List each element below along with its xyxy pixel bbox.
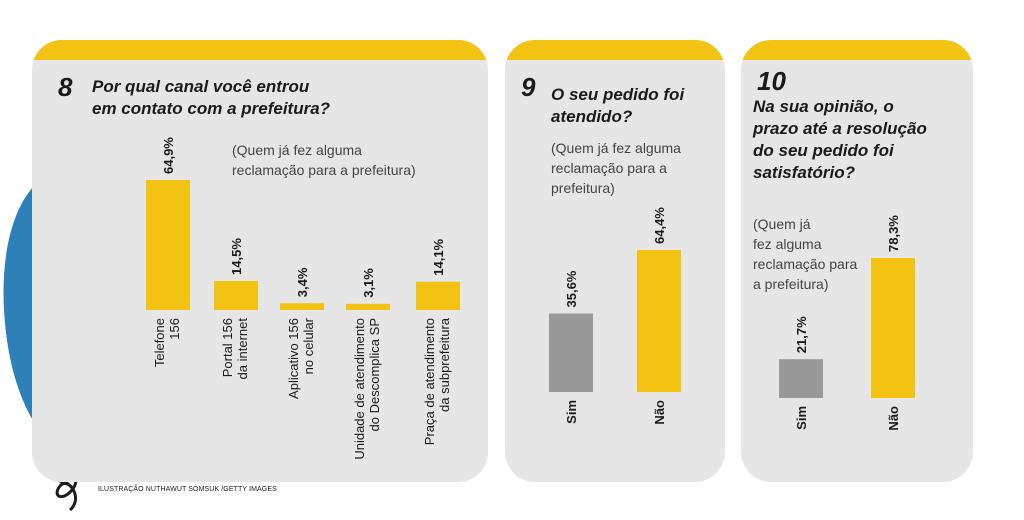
category-label: Telefone156	[152, 318, 182, 367]
chart-title: Por qual canal você entrou em contato co…	[92, 76, 330, 120]
title-line: prazo até a resolução	[753, 119, 927, 138]
chart-note: (Quem já fez alguma reclamação para a pr…	[753, 214, 857, 294]
category-label: Não	[652, 400, 667, 425]
bar	[416, 281, 460, 310]
bar	[146, 180, 190, 310]
note-line: fez alguma	[753, 236, 822, 252]
note-line: (Quem já	[753, 216, 811, 232]
panel-accent-bar	[32, 40, 488, 60]
title-line: do seu pedido foi	[753, 141, 894, 160]
data-label: 3,1%	[361, 268, 376, 298]
note-line: a prefeitura)	[753, 276, 829, 292]
bar	[637, 250, 681, 392]
data-label: 21,7%	[794, 316, 809, 353]
note-line: (Quem já fez alguma	[232, 142, 362, 158]
category-label: Praça de atendimentoda subprefeitura	[422, 317, 452, 445]
chart-title: O seu pedido foi atendido?	[551, 84, 684, 128]
title-line: em contato com a prefeitura?	[92, 99, 331, 118]
chart-title: Na sua opinião, o prazo até a resolução …	[753, 96, 927, 184]
category-label: Aplicativo 156no celular	[286, 317, 316, 399]
category-label: Unidade de atendimentodo Descomplica SP	[352, 318, 382, 460]
bar-chart-10: 21,7% Sim 78,3% Não	[779, 215, 915, 431]
handset-body	[3, 170, 85, 450]
data-label: 64,9%	[161, 137, 176, 174]
note-line: reclamação para a prefeitura)	[232, 162, 416, 178]
bar	[280, 303, 324, 310]
category-label: Não	[886, 406, 901, 431]
chart-note: (Quem já fez alguma reclamação para a pr…	[551, 138, 681, 198]
chart-panel-8: 8 Por qual canal você entrou em contato …	[32, 40, 488, 482]
note-line: prefeitura)	[551, 180, 615, 196]
note-line: reclamação para	[753, 256, 858, 272]
question-number: 10	[757, 66, 786, 96]
category-label: Portal 156da internet	[220, 318, 250, 380]
note-line: (Quem já fez alguma	[551, 140, 681, 156]
bar-chart-8: 64,9% Telefone156 14,5% Portal 156da intern…	[146, 137, 460, 460]
chart-panel-10: 10 Na sua opinião, o prazo até a resoluç…	[741, 40, 973, 482]
chart-panel-9: 9 O seu pedido foi atendido? (Quem já fe…	[505, 40, 725, 482]
title-line: Por qual canal você entrou	[92, 77, 310, 96]
data-label: 3,4%	[295, 267, 310, 297]
title-line: Na sua opinião, o	[753, 97, 894, 116]
bar	[346, 303, 390, 310]
panel-accent-bar	[505, 40, 725, 60]
data-label: 78,3%	[886, 215, 901, 252]
bar	[779, 359, 823, 398]
bar	[871, 258, 915, 398]
panel-accent-bar	[741, 40, 973, 60]
data-label: 64,4%	[652, 207, 667, 244]
bar	[549, 313, 593, 392]
title-line: O seu pedido foi	[551, 85, 685, 104]
data-label: 14,5%	[229, 238, 244, 275]
question-number: 8	[58, 72, 73, 102]
note-line: reclamação para a	[551, 160, 667, 176]
question-number: 9	[521, 72, 536, 102]
bar	[214, 280, 258, 310]
chart-note: (Quem já fez alguma reclamação para a pr…	[232, 140, 416, 180]
data-label: 14,1%	[431, 238, 446, 275]
category-label: Sim	[564, 400, 579, 424]
title-line: satisfatório?	[753, 163, 856, 182]
image-credit: ILUSTRAÇÃO NUTHAWUT SOMSUK /GETTY IMAGES	[98, 486, 277, 493]
bar-chart-9: 35,6% Sim 64,4% Não	[549, 207, 681, 425]
category-label: Sim	[794, 406, 809, 430]
title-line: atendido?	[551, 107, 633, 126]
data-label: 35,6%	[564, 270, 579, 307]
